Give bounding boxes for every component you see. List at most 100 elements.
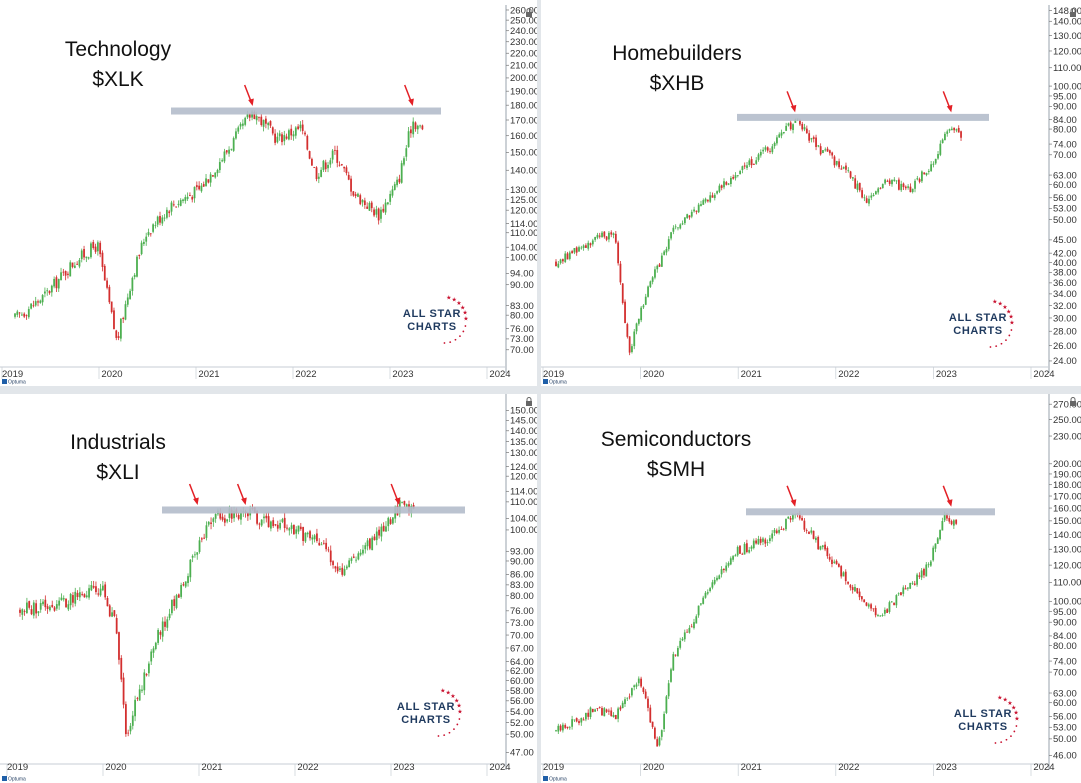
candle-body (21, 314, 23, 316)
candle-body (578, 247, 580, 252)
logo-dot (443, 342, 446, 344)
candle-body (891, 179, 893, 185)
candle-body (879, 187, 882, 189)
resistance-band (737, 113, 989, 121)
candle-body (161, 621, 164, 637)
candle-body (849, 171, 852, 178)
candle-body (237, 127, 240, 132)
candle-body (403, 501, 406, 505)
candle-body (559, 725, 562, 731)
candle-body (787, 123, 790, 126)
candle-body (739, 171, 742, 175)
candle-body (902, 183, 905, 188)
candle-body (90, 243, 92, 258)
resistance-band (162, 506, 465, 514)
candle-body (65, 598, 67, 608)
candle-body (711, 195, 714, 198)
candle-body (582, 719, 585, 721)
candle-body (203, 537, 206, 539)
y-tick-label: 32.00 (1053, 301, 1077, 312)
candle-body (925, 564, 928, 577)
watermark-line-2: CHARTS (953, 325, 1002, 337)
chart-title-ticker: $XLK (92, 68, 144, 91)
candle-body (559, 259, 562, 264)
chart-canvas: 260.00250.00240.00230.00220.00210.00200.… (0, 5, 537, 386)
candle-body (37, 301, 39, 303)
candle-body (764, 147, 767, 150)
candle-body (83, 594, 86, 598)
candle-body (649, 281, 652, 287)
candle-body (322, 160, 325, 170)
candle-body (210, 522, 212, 524)
y-tick-label: 150.00 (1053, 516, 1081, 527)
candle-body (727, 183, 730, 185)
lock-icon (526, 8, 532, 17)
candle-body (720, 185, 723, 188)
chart-title-sector: Semiconductors (600, 428, 752, 451)
star-icon: ★ (992, 299, 997, 306)
candle-body (568, 727, 571, 729)
y-tick-label: 60.00 (1053, 180, 1077, 191)
candle-body (168, 613, 171, 619)
x-tick-label: 2019 (7, 762, 28, 773)
star-icon: ★ (1002, 304, 1007, 311)
y-tick-label: 160.00 (1053, 503, 1081, 514)
candle-body (368, 538, 371, 549)
candle-body (377, 208, 380, 221)
chart-title: Industrials $XLI (38, 428, 198, 488)
candle-body (260, 116, 263, 126)
chart-homebuilders: 148.00 140.00 130.00 120.00 110.00 100.00 95.0… (541, 5, 1081, 386)
candle-body (108, 605, 111, 617)
candle-body (18, 312, 21, 314)
candle-body (941, 139, 944, 144)
arrow-marker (786, 91, 797, 113)
candle-body (327, 164, 329, 169)
candle-body (573, 248, 576, 253)
candle-body (23, 610, 26, 612)
candle-body (122, 677, 125, 705)
candle-body (352, 191, 355, 196)
candle-body (385, 526, 387, 532)
candle-body (32, 305, 35, 307)
candle-body (557, 725, 560, 732)
candle-body (927, 564, 930, 566)
candle-body (663, 251, 666, 255)
y-tick-label: 60.00 (1053, 698, 1077, 709)
candle-body (831, 559, 833, 565)
candle-body (900, 183, 903, 191)
star-icon: ★ (1006, 308, 1011, 315)
candle-body (932, 547, 935, 561)
candle-body (690, 626, 693, 628)
candle-body (334, 149, 336, 151)
chart-title: Homebuilders $XHB (597, 39, 757, 99)
candle-body (753, 164, 755, 165)
candle-body (159, 631, 162, 635)
y-tick-label: 104.00 (510, 514, 537, 525)
candle-body (37, 611, 40, 614)
candle-body (271, 127, 274, 134)
candle-body (50, 285, 53, 293)
star-icon: ★ (997, 695, 1002, 702)
y-tick-label: 190.00 (510, 87, 537, 98)
candle-body (255, 116, 258, 121)
candle-body (794, 119, 797, 123)
candle-body (279, 522, 281, 529)
candle-body (863, 197, 866, 199)
star-icon: ★ (462, 310, 467, 317)
candle-body (865, 198, 868, 203)
candle-body (373, 209, 375, 216)
candle-body (159, 216, 161, 223)
candle-body (654, 269, 656, 278)
candle-body (870, 195, 873, 198)
candle-body (293, 524, 295, 535)
star-icon: ★ (450, 693, 455, 700)
candle-body (847, 581, 849, 584)
y-tick-label: 270.00 (1053, 400, 1081, 411)
candle-body (85, 256, 88, 259)
candle-body (133, 274, 136, 278)
candle-body (725, 565, 728, 571)
candle-body (42, 601, 44, 605)
optuma-square (543, 379, 548, 384)
candle-body (375, 209, 378, 215)
candle-body (921, 171, 923, 182)
